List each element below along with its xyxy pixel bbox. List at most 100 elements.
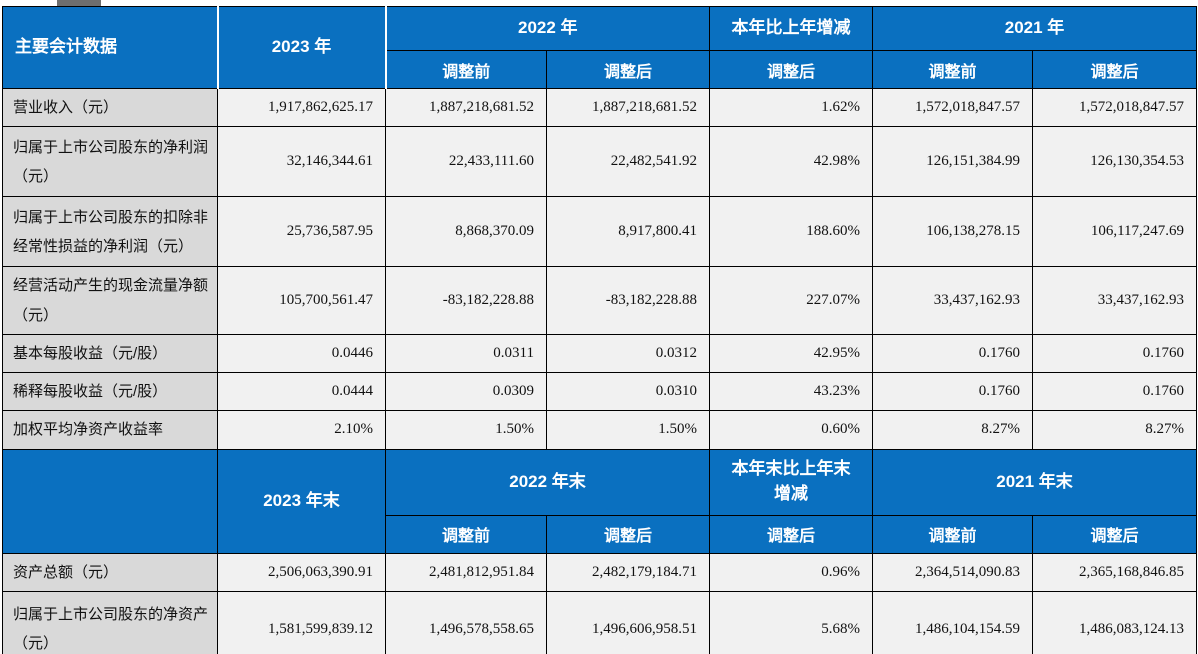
value-cell: 43.23%	[709, 371, 874, 412]
col-header-yearend-change: 本年末比上年末增减	[709, 448, 874, 516]
value-cell: 1,572,018,847.57	[872, 87, 1034, 128]
value-cell: 1,887,218,681.52	[545, 87, 711, 128]
row-label: 加权平均净资产收益率	[2, 410, 218, 450]
table-row-net-profit: 归属于上市公司股东的净利润（元） 32,146,344.61 22,433,11…	[2, 126, 1198, 198]
value-cell: 8.27%	[872, 410, 1034, 450]
value-cell: 8,868,370.09	[385, 196, 547, 268]
value-cell: -83,182,228.88	[545, 266, 711, 335]
value-cell: 106,117,247.69	[1032, 196, 1198, 268]
value-cell: 32,146,344.61	[217, 126, 386, 198]
value-cell: 22,482,541.92	[545, 126, 711, 198]
value-cell: 227.07%	[709, 266, 874, 335]
table-row-net-assets: 归属于上市公司股东的净资产（元） 1,581,599,839.12 1,496,…	[2, 590, 1198, 654]
value-cell: 2,506,063,390.91	[217, 552, 386, 592]
value-cell: 0.0444	[217, 371, 386, 412]
subheader-2021-after: 调整后	[1032, 50, 1198, 89]
subheader-changeend-after: 调整后	[709, 514, 874, 554]
table-row-weighted-avg-roe: 加权平均净资产收益率 2.10% 1.50% 1.50% 0.60% 8.27%…	[2, 410, 1198, 450]
row-label: 稀释每股收益（元/股）	[2, 371, 218, 412]
subheader-change-after: 调整后	[709, 50, 874, 89]
value-cell: 126,151,384.99	[872, 126, 1034, 198]
corner-header-main-accounting-data: 主要会计数据	[2, 6, 218, 89]
value-cell: 1,887,218,681.52	[385, 87, 547, 128]
value-cell: 1,496,606,958.51	[545, 590, 711, 654]
value-cell: 2.10%	[217, 410, 386, 450]
subheader-2021end-before: 调整前	[872, 514, 1034, 554]
value-cell: 0.0312	[545, 333, 711, 374]
table-row-diluted-eps: 稀释每股收益（元/股） 0.0444 0.0309 0.0310 43.23% …	[2, 371, 1198, 412]
value-cell: 1,486,104,154.59	[872, 590, 1034, 654]
row-label: 基本每股收益（元/股）	[2, 333, 218, 374]
col-header-yoy-change: 本年比上年增减	[709, 6, 874, 51]
header-row-yearend: 2023 年末 2022 年末 本年末比上年末增减 2021 年末	[2, 448, 1198, 554]
table-row-operating-cash-flow: 经营活动产生的现金流量净额（元） 105,700,561.47 -83,182,…	[2, 266, 1198, 335]
col-header-2021-yearend: 2021 年末	[872, 448, 1198, 516]
value-cell: 188.60%	[709, 196, 874, 268]
col-header-2022: 2022 年	[384, 6, 711, 51]
value-cell: 2,482,179,184.71	[545, 552, 711, 592]
value-cell: 8.27%	[1032, 410, 1198, 450]
table-row-net-profit-excl-nonrecurring: 归属于上市公司股东的扣除非经常性损益的净利润（元） 25,736,587.95 …	[2, 196, 1198, 268]
table-row-revenue: 营业收入（元） 1,917,862,625.17 1,887,218,681.5…	[2, 87, 1198, 128]
subheader-2021-before: 调整前	[872, 50, 1034, 89]
value-cell: 0.1760	[872, 333, 1034, 374]
value-cell: 106,138,278.15	[872, 196, 1034, 268]
subheader-2022-after: 调整后	[545, 50, 711, 89]
value-cell: 0.96%	[709, 552, 874, 592]
value-cell: 1.62%	[709, 87, 874, 128]
value-cell: 42.98%	[709, 126, 874, 198]
value-cell: 0.0446	[217, 333, 386, 374]
value-cell: 0.0311	[385, 333, 547, 374]
value-cell: 2,364,514,090.83	[872, 552, 1034, 592]
value-cell: 1,496,578,558.65	[385, 590, 547, 654]
col-header-2023: 2023 年	[216, 6, 387, 89]
key-accounting-data-table: 主要会计数据 2023 年 2022 年 本年比上年增减 2021 年 调整前 …	[2, 6, 1198, 654]
value-cell: 1,572,018,847.57	[1032, 87, 1198, 128]
value-cell: 1.50%	[385, 410, 547, 450]
value-cell: 5.68%	[709, 590, 874, 654]
subheader-2022-before: 调整前	[385, 50, 547, 89]
header-row-years: 主要会计数据 2023 年 2022 年 本年比上年增减 2021 年	[2, 6, 1198, 89]
row-label: 资产总额（元）	[2, 552, 218, 592]
value-cell: 1,486,083,124.13	[1032, 590, 1198, 654]
value-cell: 8,917,800.41	[545, 196, 711, 268]
row-label: 归属于上市公司股东的净资产（元）	[2, 590, 218, 654]
value-cell: 33,437,162.93	[872, 266, 1034, 335]
col-header-2023-yearend: 2023 年末	[217, 448, 386, 554]
value-cell: 33,437,162.93	[1032, 266, 1198, 335]
value-cell: 0.0309	[385, 371, 547, 412]
screenshot-artifact	[57, 0, 101, 6]
row-label: 经营活动产生的现金流量净额（元）	[2, 266, 218, 335]
value-cell: 22,433,111.60	[385, 126, 547, 198]
value-cell: 25,736,587.95	[217, 196, 386, 268]
value-cell: 0.60%	[709, 410, 874, 450]
value-cell: 126,130,354.53	[1032, 126, 1198, 198]
value-cell: -83,182,228.88	[385, 266, 547, 335]
col-header-2022-yearend: 2022 年末	[384, 448, 711, 516]
row-label: 归属于上市公司股东的扣除非经常性损益的净利润（元）	[2, 196, 218, 268]
row-label: 营业收入（元）	[2, 87, 218, 128]
row-label: 归属于上市公司股东的净利润（元）	[2, 126, 218, 198]
value-cell: 0.1760	[872, 371, 1034, 412]
value-cell: 2,481,812,951.84	[385, 552, 547, 592]
value-cell: 0.0310	[545, 371, 711, 412]
table-row-total-assets: 资产总额（元） 2,506,063,390.91 2,481,812,951.8…	[2, 552, 1198, 592]
value-cell: 1,581,599,839.12	[217, 590, 386, 654]
value-cell: 1.50%	[545, 410, 711, 450]
value-cell: 2,365,168,846.85	[1032, 552, 1198, 592]
subheader-2022end-before: 调整前	[385, 514, 547, 554]
table-row-basic-eps: 基本每股收益（元/股） 0.0446 0.0311 0.0312 42.95% …	[2, 333, 1198, 374]
col-header-2021: 2021 年	[872, 6, 1198, 51]
subheader-2022end-after: 调整后	[545, 514, 711, 554]
value-cell: 105,700,561.47	[217, 266, 386, 335]
yearend-change-label: 本年末比上年末增减	[731, 459, 851, 503]
value-cell: 0.1760	[1032, 371, 1198, 412]
corner-header-blank	[2, 448, 218, 554]
value-cell: 1,917,862,625.17	[217, 87, 386, 128]
value-cell: 42.95%	[709, 333, 874, 374]
header-row-adjustment-2: 调整前 调整后 调整后 调整前 调整后	[3, 514, 1198, 554]
subheader-2021end-after: 调整后	[1032, 514, 1198, 554]
value-cell: 0.1760	[1032, 333, 1198, 374]
header-row-adjustment: 调整前 调整后 调整后 调整前 调整后	[3, 50, 1198, 89]
